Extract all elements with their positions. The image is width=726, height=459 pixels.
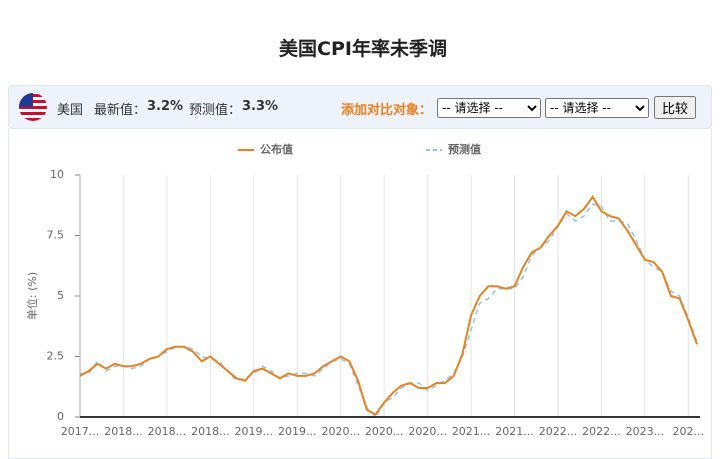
legend-label: 公布值 — [260, 142, 293, 156]
forecast-value: 3.3% — [242, 99, 279, 114]
compare-button[interactable]: 比较 — [654, 96, 697, 119]
legend-label: 预测值 — [448, 142, 481, 156]
country: 美国 — [57, 103, 84, 118]
x-tick-label: 2021... — [452, 425, 490, 438]
y-tick-label: 7.5 — [47, 229, 65, 242]
y-tick-label: 5 — [57, 289, 64, 302]
latest-value: 3.2% — [147, 99, 184, 114]
x-tick-label: 2018... — [148, 425, 186, 438]
y-tick-label: 10 — [50, 168, 64, 181]
select[interactable]: -- 请选择 -- — [437, 98, 541, 118]
y-axis-label: 单位: (%) — [25, 272, 39, 320]
x-tick-label: 2022... — [582, 425, 620, 438]
y-tick-label: 2.5 — [47, 350, 65, 363]
data-line — [79, 194, 698, 416]
forecast-label: 预测值： — [189, 103, 242, 118]
x-tick-label: 2018... — [104, 425, 142, 438]
x-tick-label: 2018... — [191, 425, 229, 438]
x-tick-label: 2022... — [539, 425, 577, 438]
x-tick-label: 2021... — [495, 425, 533, 438]
x-tick-label: 2017... — [61, 425, 99, 438]
x-tick-label: 2019... — [235, 425, 273, 438]
x-tick-label: 2020... — [408, 425, 446, 438]
x-tick-label: 2019... — [278, 425, 316, 438]
compare-label: 添加对比对象： — [341, 103, 433, 118]
x-tick-label: 2020... — [365, 425, 403, 438]
x-tick-label: 2020... — [321, 425, 359, 438]
latest-label: 最新值： — [94, 103, 147, 118]
data-line — [80, 203, 698, 419]
info-bar: 美国 最新值： 3.2% 预测值： 3.3% 添加对比对象： -- 请选择 --… — [8, 85, 712, 129]
x-tick-label: 2023... — [626, 425, 664, 438]
select[interactable]: -- 请选择 -- — [545, 98, 649, 118]
page-title: 美国CPI年率未季调 — [279, 38, 447, 60]
flag — [19, 93, 47, 121]
y-tick-label: 0 — [57, 410, 64, 423]
x-tick-label: 202... — [673, 425, 705, 438]
